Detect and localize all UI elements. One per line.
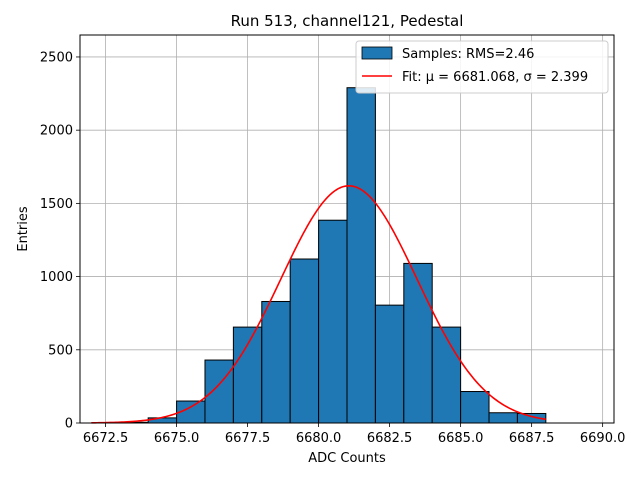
histogram-bar <box>431 326 462 424</box>
x-tick-label: 6680.0 <box>296 431 342 446</box>
histogram-bar <box>232 326 263 424</box>
legend-histogram-swatch <box>361 46 393 60</box>
legend-fit-label: Fit: μ = 6681.068, σ = 2.399 <box>402 70 588 85</box>
x-tick-label: 6685.0 <box>438 431 484 446</box>
x-axis-ticks: 6672.5 6675.0 6677.5 6680.0 6682.5 6685.0 6687… <box>83 423 626 446</box>
y-tick-label: 1000 <box>40 270 73 285</box>
histogram-bar <box>204 359 234 424</box>
x-tick-label: 6677.5 <box>225 431 271 446</box>
histogram-bars <box>119 87 547 424</box>
histogram-bar <box>346 87 376 424</box>
y-tick-label: 500 <box>48 343 73 358</box>
histogram-bar <box>403 262 433 424</box>
chart-title: Run 513, channel121, Pedestal <box>231 12 464 30</box>
histogram-bar <box>460 391 490 424</box>
x-tick-label: 6690.0 <box>580 431 626 446</box>
y-tick-label: 1500 <box>40 197 73 212</box>
x-tick-label: 6687.5 <box>509 431 555 446</box>
legend-box <box>355 40 609 94</box>
histogram-bar <box>261 300 291 424</box>
legend: Samples: RMS=2.46 Fit: μ = 6681.068, σ =… <box>355 40 609 94</box>
y-tick-label: 0 <box>65 417 73 432</box>
y-tick-label: 2500 <box>40 50 73 65</box>
histogram-bar <box>488 412 518 424</box>
x-axis-label: ADC Counts <box>308 451 386 466</box>
x-tick-label: 6682.5 <box>367 431 413 446</box>
histogram-bar <box>374 304 405 424</box>
histogram-bar <box>289 258 320 424</box>
y-axis-label: Entries <box>16 206 31 252</box>
x-tick-label: 6672.5 <box>83 431 129 446</box>
legend-histogram-label: Samples: RMS=2.46 <box>402 47 534 62</box>
plot-frame <box>79 34 615 424</box>
fit-curve <box>91 185 546 424</box>
y-tick-label: 2000 <box>40 124 73 139</box>
x-tick-label: 6675.0 <box>154 431 200 446</box>
histogram-bar <box>318 219 348 424</box>
y-axis-ticks: 0 500 1000 1500 2000 2500 <box>40 50 80 432</box>
